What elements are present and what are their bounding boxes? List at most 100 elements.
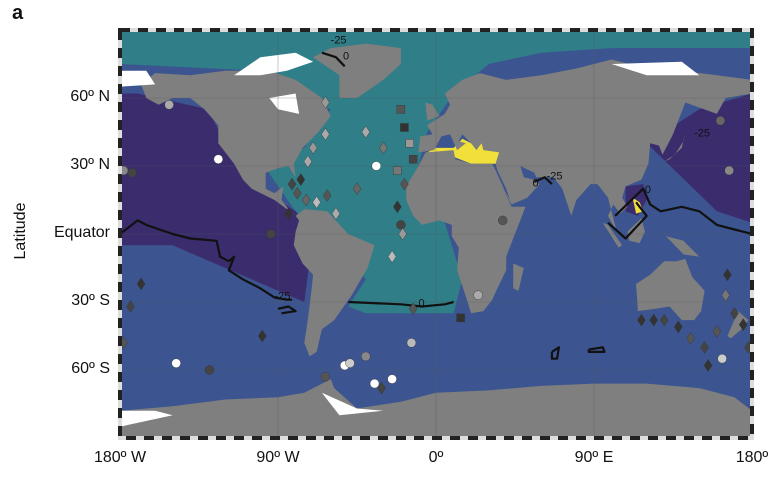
data-point-circle: [396, 220, 406, 230]
data-point-diamond: [659, 313, 669, 327]
data-point-diamond: [322, 189, 332, 202]
data-point-circle: [164, 100, 174, 110]
mediterranean-sea: [427, 138, 500, 164]
latitude-tick-label: 60º S: [71, 360, 110, 377]
data-point-diamond: [398, 227, 407, 241]
longitude-tick-label: 180º: [735, 449, 768, 466]
latitude-tick-label: 30º N: [70, 156, 110, 173]
contour-line: [607, 201, 648, 240]
data-point-diamond: [686, 331, 695, 345]
contour-line: [550, 346, 561, 360]
south-america-landmass: [293, 209, 375, 357]
madagascar-landmass: [513, 263, 524, 291]
data-point-diamond: [738, 318, 748, 332]
data-point-diamond: [712, 325, 722, 338]
data-point-circle: [361, 351, 371, 362]
data-point-diamond: [637, 313, 646, 327]
data-point-circle: [127, 168, 137, 178]
contour-label: 0: [533, 177, 539, 189]
data-point-diamond: [674, 320, 683, 334]
data-point-diamond: [377, 381, 386, 395]
panel-label: a: [12, 2, 24, 24]
data-point-circle: [473, 290, 483, 300]
data-point-diamond: [408, 302, 418, 316]
data-point-diamond: [284, 207, 293, 220]
latitude-tick-label: Equator: [53, 224, 110, 241]
data-point-circle: [204, 365, 215, 375]
data-point-diamond: [730, 306, 739, 320]
data-point-circle: [345, 358, 355, 368]
data-point-diamond: [287, 177, 297, 191]
contour-label: -25: [274, 291, 290, 303]
data-point-diamond: [301, 193, 311, 207]
longitude-tick-label: 0º: [428, 449, 444, 466]
contour-label: 0: [645, 184, 651, 196]
data-point-diamond: [393, 200, 402, 214]
data-point-diamond: [379, 141, 388, 155]
map-frame-dashed: [118, 28, 754, 440]
west-pacific-ocean: [646, 93, 752, 223]
longitude-tick-label: 90º E: [574, 449, 614, 466]
contour-line: [533, 176, 553, 185]
data-point-diamond: [331, 207, 341, 220]
data-point-diamond: [308, 141, 318, 155]
data-point-circle: [369, 378, 380, 389]
data-point-circle: [498, 215, 508, 226]
sumatra-landmass: [602, 222, 623, 248]
data-point-diamond: [400, 177, 409, 191]
data-point-square: [396, 105, 406, 114]
longitude-tick-label: 180º W: [93, 449, 147, 466]
data-point-diamond: [296, 173, 306, 186]
contour-label: -25: [694, 128, 710, 140]
eurasia-landmass: [418, 59, 752, 232]
contour-line: [348, 300, 454, 308]
contour-line: [277, 305, 297, 315]
borneo-landmass: [627, 218, 645, 244]
data-point-diamond: [352, 182, 362, 196]
data-point-diamond: [321, 96, 330, 109]
data-point-diamond: [703, 359, 713, 372]
data-point-circle: [715, 115, 726, 126]
contour-line: [587, 346, 606, 353]
data-point-diamond: [649, 313, 658, 327]
data-point-circle: [406, 338, 417, 348]
ross-ice: [120, 410, 173, 427]
alaska-ice: [120, 70, 156, 87]
hudson-bay-ice: [269, 93, 300, 114]
data-point-square: [393, 166, 402, 175]
data-point-circle: [266, 229, 276, 239]
north-pacific-ocean: [120, 93, 314, 302]
contour-label: 0: [418, 298, 424, 310]
data-point-diamond: [257, 329, 267, 343]
contour-label: -25: [331, 35, 347, 47]
data-point-square: [408, 154, 418, 164]
data-point-square: [405, 139, 414, 148]
data-point-circle: [371, 161, 382, 171]
data-point-diamond: [723, 268, 732, 282]
longitude-tick-label: 90º W: [256, 449, 300, 466]
data-point-circle: [171, 358, 181, 368]
australia-landmass: [636, 258, 705, 321]
data-point-square: [456, 313, 465, 323]
data-point-diamond: [387, 250, 397, 264]
data-point-diamond: [303, 155, 313, 168]
data-point-circle: [320, 372, 331, 382]
data-point-diamond: [136, 277, 146, 291]
contour-line: [614, 187, 753, 236]
data-point-circle: [387, 374, 397, 384]
contour-line: [321, 51, 346, 68]
data-point-circle: [213, 154, 224, 164]
data-point-diamond: [293, 186, 302, 200]
data-point-diamond: [321, 127, 330, 141]
siberia-ice: [611, 61, 700, 76]
data-point-diamond: [312, 195, 321, 209]
contour-line: [119, 219, 292, 301]
data-point-diamond: [361, 125, 371, 139]
data-point-diamond: [721, 288, 730, 302]
contour-label: -25: [547, 171, 563, 183]
new-zealand-landmass: [727, 311, 749, 339]
new-guinea-landmass: [666, 236, 700, 257]
latitude-tick-label: 60º N: [70, 88, 110, 105]
data-point-circle: [717, 353, 727, 364]
